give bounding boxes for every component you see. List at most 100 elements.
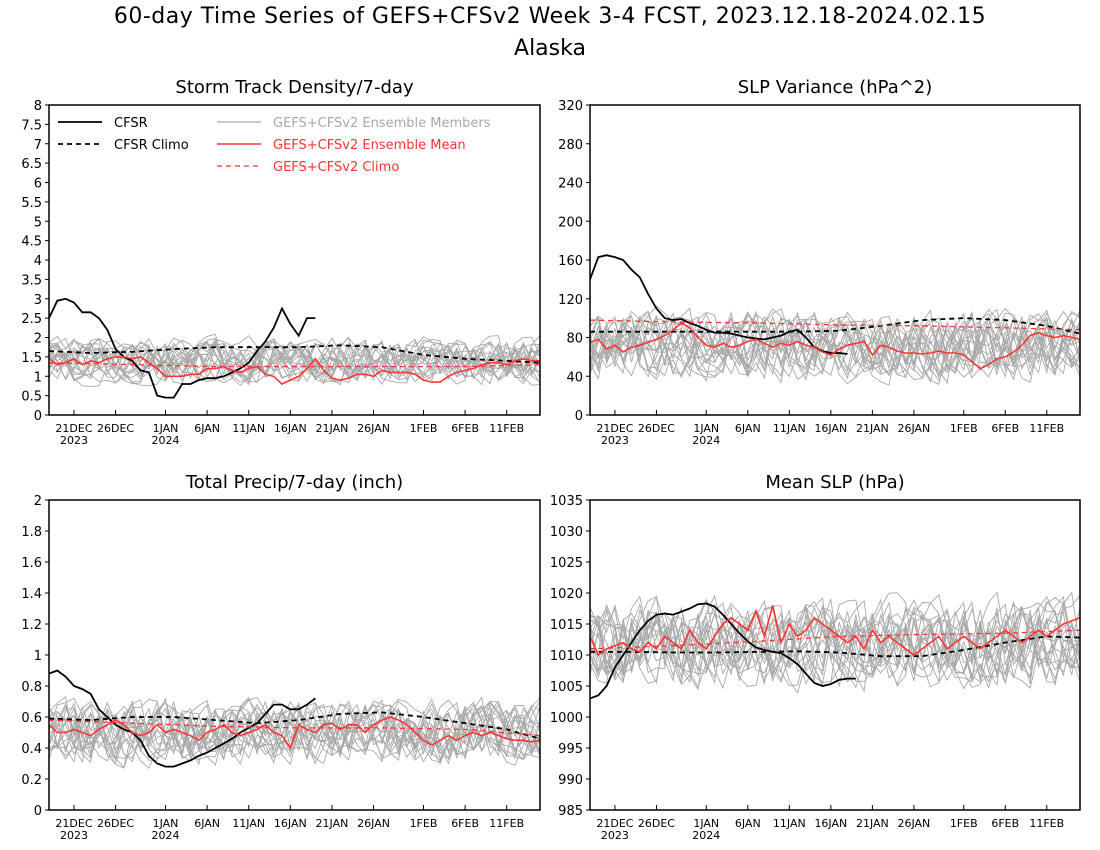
chart-panel-1: Storm Track Density/7-day 0 0.5 1 1.5 2 2.5 3 3.… [21, 77, 541, 447]
ensemble-member-line [49, 698, 540, 760]
ensemble-member-line [590, 601, 1080, 684]
series-line-gefs-cfsv2-climo [590, 629, 1080, 650]
x-tick-year-label: 2023 [60, 829, 88, 842]
y-tick-label: 990 [558, 773, 583, 788]
x-tick-label: 26JAN [357, 817, 390, 830]
x-tick-year-label: 2023 [601, 434, 629, 447]
chart-panel-2: SLP Variance (hPa^2) 0 40 80 120 160 200 240 280… [558, 77, 1081, 447]
x-tick-label: 16JAN [814, 422, 847, 435]
y-tick-label: 1010 [550, 649, 583, 664]
y-tick-label: 1025 [550, 556, 583, 571]
x-tick-label: 6FEB [991, 422, 1019, 435]
y-tick-label: 1020 [550, 587, 583, 602]
legend-label: GEFS+CFSv2 Ensemble Mean [273, 138, 466, 153]
x-tick-label: 21DEC [596, 422, 633, 435]
x-tick-label: 1JAN [153, 817, 179, 830]
ensemble-member-line [49, 335, 540, 385]
y-tick-label: 5 [34, 215, 42, 230]
ensemble-member-line [49, 699, 540, 762]
x-tick-label: 11FEB [489, 817, 524, 830]
ensemble-member-line [49, 700, 540, 765]
x-tick-label: 1FEB [950, 422, 978, 435]
x-tick-label: 26DEC [97, 817, 134, 830]
y-tick-label: 0.2 [21, 773, 42, 788]
ensemble-member-line [590, 599, 1080, 687]
y-tick-label: 1.4 [21, 587, 42, 602]
y-tick-label: 0.4 [21, 742, 42, 757]
ensemble-member-line [49, 335, 540, 386]
x-tick-label: 26DEC [638, 422, 675, 435]
chart-title: SLP Variance (hPa^2) [738, 77, 933, 98]
ensemble-member-line [590, 308, 1080, 379]
x-tick-label: 6JAN [735, 817, 761, 830]
x-tick-label: 21DEC [596, 817, 633, 830]
series-line-gefs-cfsv2-climo [49, 362, 540, 368]
x-tick-label: 26DEC [638, 817, 675, 830]
x-tick-label: 26DEC [97, 422, 134, 435]
series-line-cfsr-climo [590, 635, 1080, 658]
x-tick-year-label: 2023 [601, 829, 629, 842]
legend-label: CFSR [114, 116, 148, 131]
x-tick-label: 11FEB [1029, 422, 1064, 435]
x-tick-label: 21DEC [55, 422, 92, 435]
plot-frame [48, 499, 541, 811]
x-tick-label: 11JAN [232, 817, 265, 830]
y-tick-label: 1030 [550, 525, 583, 540]
x-tick-year-label: 2023 [60, 434, 88, 447]
series-line-gefs-cfsv2-ensemble-mean [590, 605, 1080, 657]
chart-legend: CFSR CFSR Climo GEFS+CFSv2 Ensemble Member… [58, 116, 491, 175]
y-tick-label: 0 [34, 409, 42, 424]
x-tick-label: 1FEB [410, 817, 438, 830]
series-line-gefs-cfsv2-ensemble-mean [49, 356, 540, 385]
x-tick-label: 6JAN [735, 422, 761, 435]
x-tick-label: 16JAN [274, 422, 307, 435]
y-tick-label: 0 [34, 804, 42, 819]
x-tick-label: 6FEB [451, 817, 479, 830]
x-tick-year-label: 2024 [692, 434, 720, 447]
ensemble-member-line [49, 341, 540, 384]
series-line-cfsr-climo [49, 344, 540, 364]
x-tick-year-label: 2024 [152, 434, 180, 447]
ensemble-member-line [49, 698, 540, 762]
x-tick-label: 16JAN [814, 817, 847, 830]
x-tick-label: 21JAN [856, 817, 889, 830]
x-tick-year-label: 2024 [692, 829, 720, 842]
x-tick-label: 6JAN [194, 817, 220, 830]
x-tick-label: 26JAN [897, 817, 930, 830]
x-tick-label: 1FEB [950, 817, 978, 830]
x-tick-label: 26JAN [357, 422, 390, 435]
chart-title: Mean SLP (hPa) [765, 472, 904, 493]
x-tick-label: 21DEC [55, 817, 92, 830]
plot-area [590, 254, 1080, 386]
plot-area [49, 669, 540, 770]
series-line-gefs-cfsv2-climo [49, 719, 540, 737]
y-tick-label: 995 [558, 742, 583, 757]
x-tick-label: 1JAN [693, 422, 719, 435]
x-tick-label: 6FEB [991, 817, 1019, 830]
y-tick-label: 200 [558, 215, 583, 230]
series-line-cfsr-climo [590, 317, 1080, 335]
x-tick-label: 11FEB [1029, 817, 1064, 830]
legend-label: GEFS+CFSv2 Ensemble Members [273, 116, 491, 131]
main-title: 60-day Time Series of GEFS+CFSv2 Week 3-… [113, 4, 987, 29]
series-line-cfsr-climo [49, 711, 540, 740]
series-line-gefs-cfsv2-ensemble-mean [590, 322, 1080, 370]
x-tick-label: 1JAN [693, 817, 719, 830]
y-tick-label: 1 [34, 370, 42, 385]
y-tick-label: 6.5 [21, 157, 42, 172]
ensemble-member-line [590, 308, 1080, 383]
y-tick-label: 1035 [550, 494, 583, 509]
y-tick-label: 1000 [550, 711, 583, 726]
plot-area [49, 297, 540, 399]
ensemble-member-line [49, 337, 540, 386]
y-tick-label: 3 [34, 293, 42, 308]
x-tick-label: 21JAN [316, 422, 349, 435]
y-tick-label: 4.5 [21, 235, 42, 250]
y-tick-label: 8 [34, 99, 42, 114]
chart-title: Total Precip/7-day (inch) [185, 472, 403, 493]
series-line-gefs-cfsv2-ensemble-mean [49, 716, 540, 750]
y-tick-label: 120 [558, 293, 583, 308]
ensemble-member-line [49, 341, 540, 384]
y-tick-label: 160 [558, 254, 583, 269]
